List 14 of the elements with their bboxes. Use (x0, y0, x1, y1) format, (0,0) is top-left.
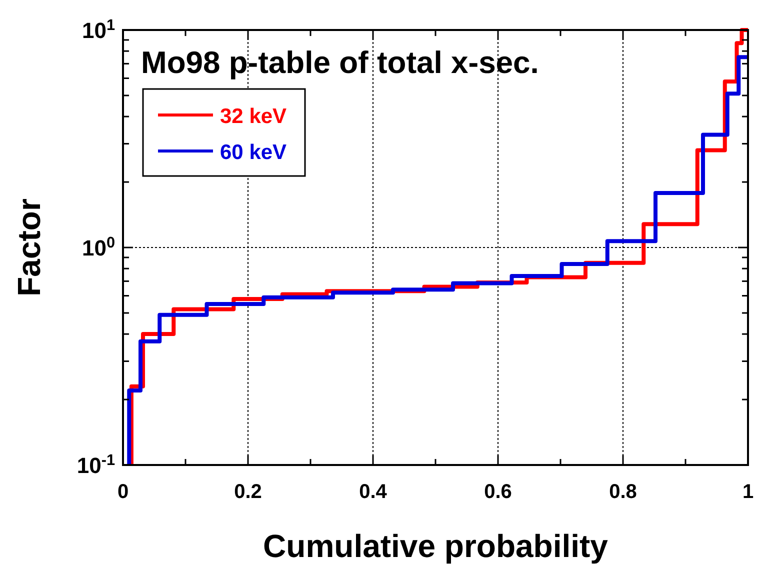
x-axis-title: Cumulative probability (263, 528, 608, 564)
x-tick-label: 0.8 (609, 481, 637, 503)
y-tick-label: 10$^{1}$ (82, 16, 116, 43)
x-tick-label: 0 (117, 481, 129, 503)
y-tick-label: 10$^{0}$ (82, 234, 115, 260)
legend-label: 32 keV (220, 105, 287, 128)
legend-label: 60 keV (220, 141, 287, 164)
x-tick-label: 1 (742, 481, 754, 503)
x-tick-label: 0.6 (484, 481, 512, 503)
x-tick-label: 0.2 (234, 481, 262, 503)
y-axis-title: Factor (11, 198, 47, 296)
x-tick-label: 0.4 (359, 481, 388, 503)
text: Mo98 p-table of total x-sec. (141, 45, 539, 80)
y-tick-label: 10$^{-1}$ (76, 452, 116, 478)
